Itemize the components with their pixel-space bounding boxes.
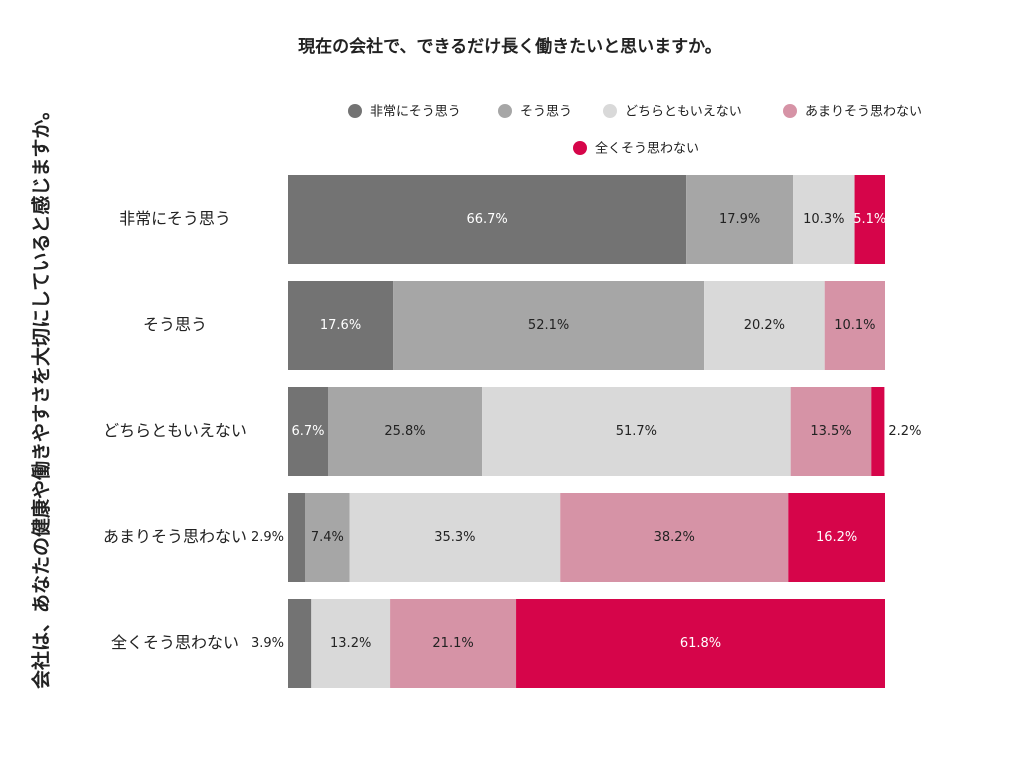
value-label: 17.6% bbox=[320, 318, 361, 333]
bar-segment bbox=[704, 281, 825, 370]
value-label: 16.2% bbox=[816, 530, 857, 545]
value-label: 38.2% bbox=[654, 530, 695, 545]
value-label: 17.9% bbox=[719, 212, 760, 227]
bar-segment bbox=[288, 281, 394, 370]
bar-segment bbox=[305, 493, 350, 582]
bar-segment bbox=[390, 599, 517, 688]
value-label: 52.1% bbox=[528, 318, 569, 333]
value-label: 61.8% bbox=[680, 636, 721, 651]
bar-segment bbox=[686, 175, 794, 264]
bar-segment bbox=[288, 387, 328, 476]
value-label: 20.2% bbox=[744, 318, 785, 333]
value-label: 2.9% bbox=[251, 530, 284, 545]
bar-segment bbox=[854, 175, 885, 264]
bar-segment bbox=[793, 175, 855, 264]
category-label: あまりそう思わない bbox=[103, 527, 247, 546]
value-label: 66.7% bbox=[466, 212, 507, 227]
value-label: 3.9% bbox=[251, 636, 284, 651]
bar-segment bbox=[288, 599, 312, 688]
value-label: 13.2% bbox=[330, 636, 371, 651]
category-label: どちらともいえない bbox=[103, 421, 247, 440]
value-label: 25.8% bbox=[384, 424, 425, 439]
bar-segment bbox=[788, 493, 885, 582]
value-label: 6.7% bbox=[291, 424, 324, 439]
value-label: 35.3% bbox=[434, 530, 475, 545]
bar-segment bbox=[349, 493, 561, 582]
category-label: 非常にそう思う bbox=[119, 209, 231, 228]
bar-segment bbox=[288, 493, 306, 582]
value-label: 21.1% bbox=[432, 636, 473, 651]
legend-marker bbox=[603, 104, 617, 118]
legend-label: あまりそう思わない bbox=[805, 105, 922, 120]
bar-segment bbox=[393, 281, 705, 370]
bar-segment bbox=[790, 387, 872, 476]
chart-title: 現在の会社で、できるだけ長く働きたいと思いますか。 bbox=[298, 36, 722, 57]
value-label: 5.1% bbox=[853, 212, 886, 227]
value-label: 10.3% bbox=[803, 212, 844, 227]
value-label: 10.1% bbox=[834, 318, 875, 333]
bar-segment bbox=[560, 493, 789, 582]
legend-marker bbox=[573, 141, 587, 155]
value-label: 7.4% bbox=[311, 530, 344, 545]
bar-segment bbox=[871, 387, 885, 476]
bar-segment bbox=[824, 281, 885, 370]
legend-label: そう思う bbox=[520, 105, 572, 120]
bar-segment bbox=[482, 387, 791, 476]
legend-label: 非常にそう思う bbox=[370, 105, 461, 120]
bar-segment bbox=[311, 599, 391, 688]
value-label: 51.7% bbox=[616, 424, 657, 439]
value-label: 2.2% bbox=[888, 424, 921, 439]
legend-label: 全くそう思わない bbox=[595, 141, 699, 157]
bar-segment bbox=[327, 387, 483, 476]
y-axis-label: 会社は、あなたの健康や働きやすさを大切にしていると感じますか。 bbox=[30, 101, 53, 689]
category-label: 全くそう思わない bbox=[111, 633, 239, 652]
value-label: 13.5% bbox=[810, 424, 851, 439]
category-label: そう思う bbox=[143, 315, 207, 334]
bar-segment bbox=[516, 599, 885, 688]
legend-marker bbox=[498, 104, 512, 118]
bar-segment bbox=[288, 175, 687, 264]
legend-marker bbox=[783, 104, 797, 118]
legend-marker bbox=[348, 104, 362, 118]
legend-label: どちらともいえない bbox=[625, 105, 742, 120]
